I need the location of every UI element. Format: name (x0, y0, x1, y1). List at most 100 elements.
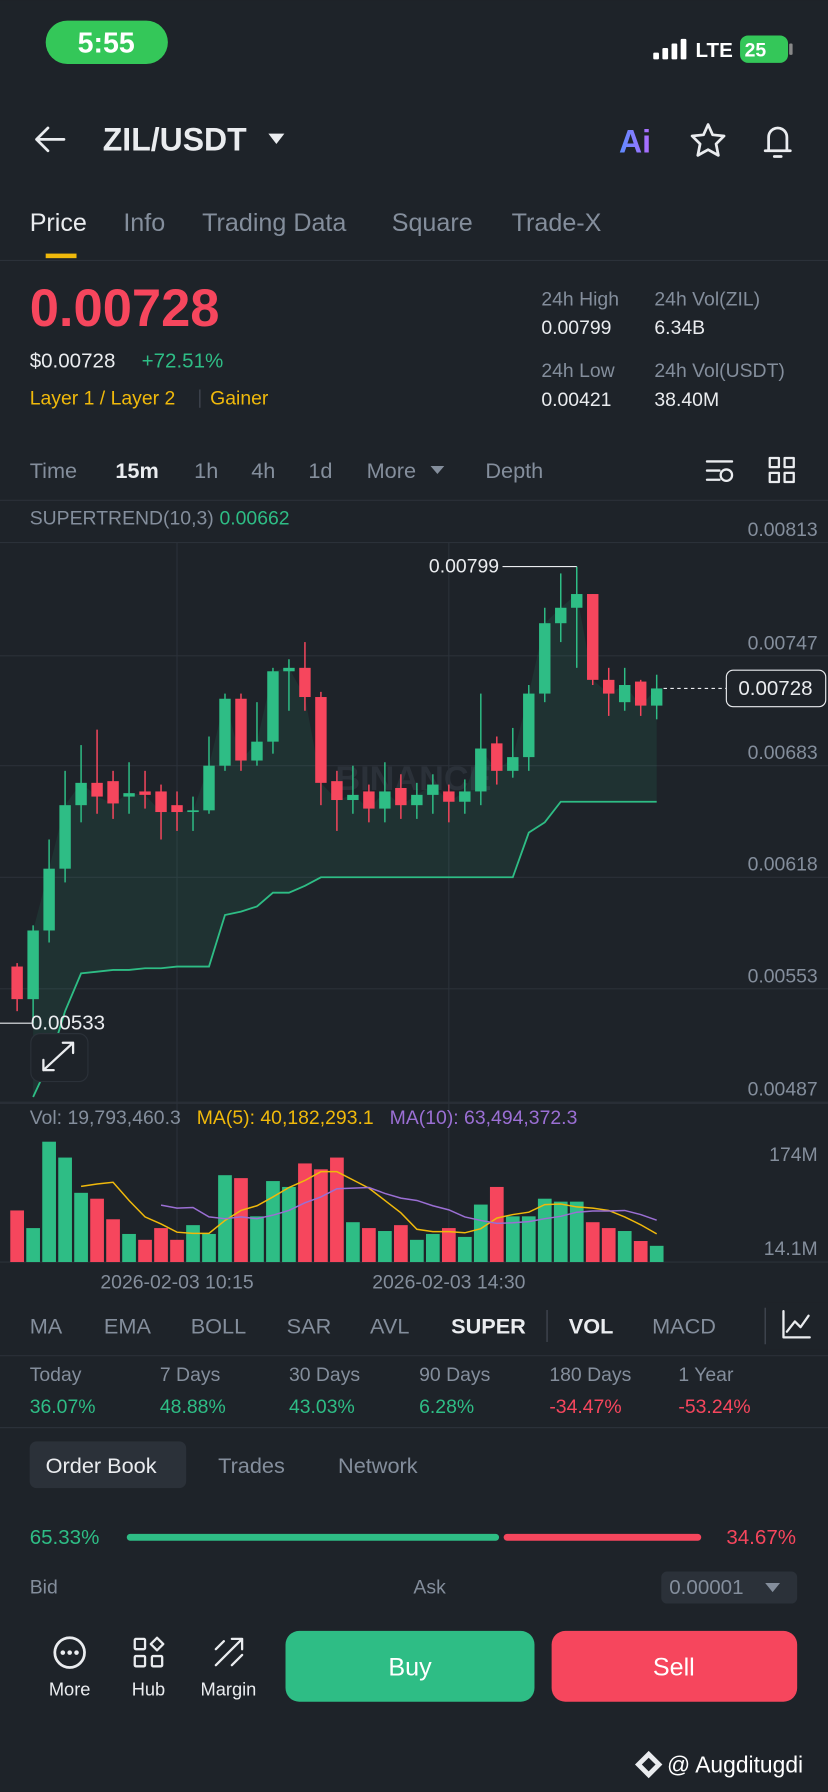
volume-bar (282, 1186, 296, 1263)
period-label: 90 Days (419, 1364, 490, 1386)
indicator-settings[interactable] (705, 460, 734, 481)
interval[interactable]: More (367, 458, 416, 483)
chart-settings[interactable] (782, 1310, 811, 1339)
watermark-logo (634, 1750, 663, 1779)
ask-ratio-bar (503, 1533, 702, 1541)
more-icon[interactable] (53, 1636, 86, 1669)
usd-price: $0.00728 (30, 349, 116, 372)
candle-body (427, 784, 439, 795)
volume-bar (457, 1236, 472, 1263)
stat-label: 24h Low (541, 360, 615, 382)
volume-bar (553, 1201, 568, 1263)
precision-value[interactable]: 0.00001 (669, 1576, 743, 1599)
volume-bar (346, 1222, 360, 1263)
volume-bar (298, 1163, 312, 1263)
pair-dropdown[interactable] (268, 133, 285, 144)
candle-body (379, 791, 391, 809)
ai-button[interactable]: Ai (619, 124, 651, 160)
period-change: 36.07% (30, 1396, 96, 1418)
candle-body (171, 805, 183, 813)
candle-body (155, 791, 167, 813)
candle-body (75, 782, 87, 806)
indicator-tab[interactable]: AVL (370, 1313, 409, 1338)
time-pill (45, 20, 168, 65)
period-label: 7 Days (160, 1364, 220, 1386)
more-dropdown[interactable] (430, 466, 445, 475)
tab[interactable]: Price (30, 209, 87, 237)
candle-body (395, 788, 407, 806)
expand-button[interactable] (30, 1033, 89, 1083)
indicator-tab[interactable]: VOL (569, 1313, 614, 1338)
indicator-tab[interactable]: SAR (287, 1313, 332, 1338)
candle-body (539, 623, 551, 694)
interval[interactable]: 15m (115, 458, 158, 483)
interval[interactable]: 1d (308, 458, 332, 483)
alert-button[interactable] (763, 126, 792, 158)
tab[interactable]: Square (392, 209, 473, 237)
legend-entry: Vol: 19,793,460.3 (30, 1107, 181, 1129)
tab[interactable]: Info (123, 209, 165, 237)
period-label: 30 Days (289, 1364, 360, 1386)
candle-body (283, 667, 295, 672)
volume-bar (617, 1231, 632, 1263)
expand-icon (42, 1041, 75, 1072)
favorite-button[interactable] (690, 123, 726, 157)
margin-icon[interactable] (214, 1637, 244, 1667)
price-change: +72.51% (142, 349, 224, 372)
candle-body (91, 782, 103, 797)
candle-body (411, 794, 423, 806)
candle-body (267, 671, 279, 742)
hub-icon[interactable] (133, 1636, 165, 1668)
interval[interactable]: 4h (251, 458, 275, 483)
nav-label[interactable]: Hub (132, 1679, 166, 1700)
order-book-tab[interactable]: Trades (218, 1453, 285, 1478)
order-book-tab[interactable]: Order Book (46, 1453, 157, 1478)
candle-body (11, 966, 23, 1000)
watermark: @ Augditugdi (667, 1752, 803, 1778)
indicator-tab[interactable]: MA (30, 1313, 63, 1338)
period-change: -53.24% (678, 1396, 750, 1418)
volume-bar (473, 1204, 488, 1263)
interval[interactable]: Depth (485, 458, 543, 483)
battery (740, 35, 789, 63)
back-button[interactable] (35, 126, 66, 153)
tab[interactable]: Trading Data (202, 209, 346, 237)
indicator-tab[interactable]: EMA (104, 1313, 152, 1338)
battery-level: 25 (745, 39, 767, 61)
candle-body (331, 781, 343, 801)
candle-body (363, 791, 375, 809)
precision-dropdown (765, 1582, 781, 1593)
candle-body (491, 743, 503, 771)
pair-title[interactable]: ZIL/USDT (103, 121, 247, 157)
volume-bar (154, 1228, 168, 1263)
interval[interactable]: 1h (194, 458, 218, 483)
buy-button[interactable] (285, 1630, 535, 1702)
more-dots (60, 1650, 79, 1655)
indicator-tab[interactable]: MACD (652, 1313, 716, 1338)
indicator-tab[interactable]: BOLL (191, 1313, 246, 1338)
candle-body (43, 868, 55, 931)
indicator-tab[interactable]: SUPER (451, 1313, 526, 1338)
candle-body (587, 594, 599, 680)
buy-label[interactable]: Buy (388, 1653, 432, 1681)
y-tick-label: 0.00683 (748, 742, 818, 764)
volume-bar (410, 1239, 424, 1263)
layout-button[interactable] (768, 456, 795, 484)
precision-select[interactable] (661, 1571, 798, 1604)
tab[interactable]: Trade-X (512, 209, 602, 237)
tag[interactable]: Layer 1 / Layer 2 (30, 388, 176, 410)
nav-label[interactable]: More (49, 1679, 91, 1700)
candle-body (203, 765, 215, 811)
tag[interactable]: Gainer (210, 388, 269, 410)
sell-label[interactable]: Sell (653, 1653, 695, 1681)
sell-button[interactable] (551, 1630, 798, 1702)
legend-entry: MA(10): 63,494,372.3 (390, 1107, 578, 1129)
stat-value: 0.00421 (541, 389, 611, 411)
order-book-tab[interactable]: Network (338, 1453, 418, 1478)
volume-bar (569, 1201, 584, 1263)
nav-label[interactable]: Margin (200, 1679, 256, 1700)
status-time: 5:55 (78, 27, 135, 59)
interval[interactable]: Time (30, 458, 77, 483)
supertrend-legend: SUPERTREND(10,3) 0.00662 (30, 508, 290, 530)
